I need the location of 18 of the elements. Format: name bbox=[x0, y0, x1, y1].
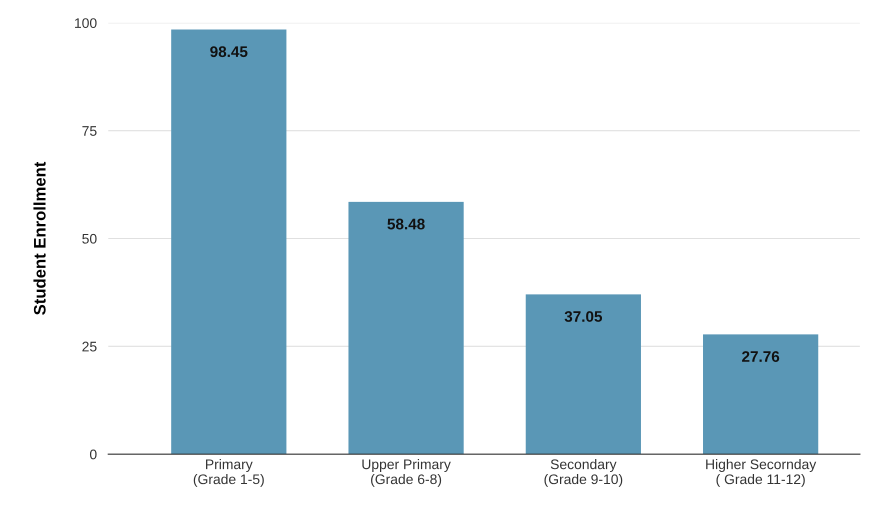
bar bbox=[171, 30, 286, 454]
y-tick-label: 75 bbox=[82, 126, 97, 136]
x-tick-label: Secondary (Grade 9-10) bbox=[544, 459, 622, 487]
bar bbox=[703, 334, 818, 454]
x-tick-label: Primary (Grade 1-5) bbox=[194, 459, 264, 487]
y-tick-label: 100 bbox=[75, 18, 97, 28]
y-tick-label: 0 bbox=[90, 449, 97, 460]
x-tick-label: Upper Primary (Grade 6-8) bbox=[362, 459, 451, 487]
data-label: 37.05 bbox=[564, 311, 602, 322]
y-axis-title: Student Enrollment bbox=[33, 162, 46, 315]
data-label: 58.48 bbox=[387, 218, 425, 230]
data-label: 27.76 bbox=[742, 351, 780, 362]
bar bbox=[526, 294, 641, 454]
data-label: 98.45 bbox=[210, 46, 248, 58]
y-tick-label: 25 bbox=[82, 342, 97, 352]
x-tick-label: Higher Secornday ( Grade 11-12) bbox=[706, 459, 816, 487]
bar bbox=[348, 202, 464, 454]
y-tick-label: 50 bbox=[82, 234, 97, 244]
